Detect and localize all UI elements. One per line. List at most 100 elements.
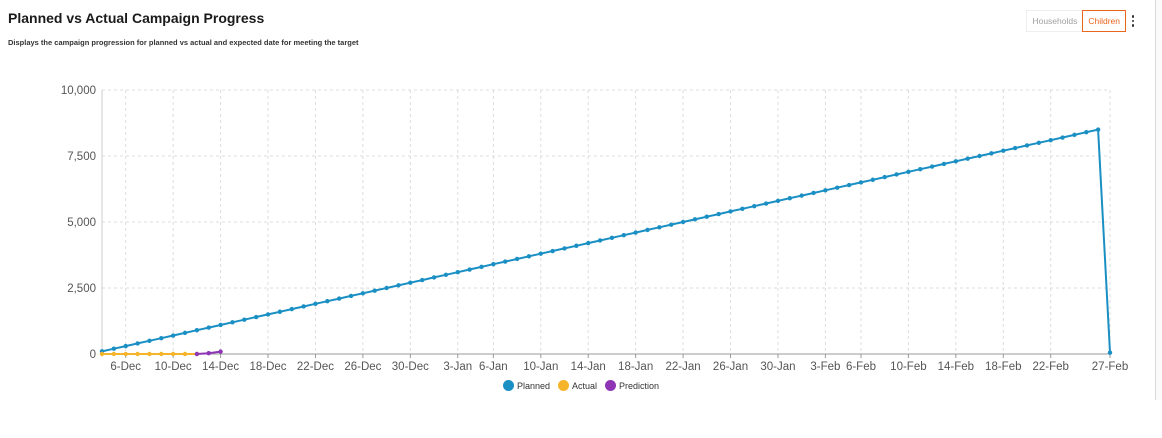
data-point-planned[interactable]: [775, 198, 781, 204]
data-point-planned[interactable]: [882, 174, 887, 180]
data-point-planned[interactable]: [633, 230, 638, 235]
data-point-planned[interactable]: [301, 304, 306, 309]
data-point-planned[interactable]: [953, 159, 959, 164]
data-point-planned[interactable]: [787, 196, 793, 201]
data-point-prediction[interactable]: [206, 351, 211, 356]
data-point-planned[interactable]: [823, 188, 828, 193]
data-point-planned[interactable]: [1036, 140, 1042, 145]
data-point-actual[interactable]: [147, 351, 152, 357]
data-point-prediction[interactable]: [194, 351, 200, 357]
data-point-planned[interactable]: [858, 180, 864, 185]
data-point-actual[interactable]: [159, 351, 164, 357]
data-point-actual[interactable]: [170, 351, 176, 357]
data-point-actual[interactable]: [135, 351, 140, 357]
data-point-planned[interactable]: [906, 169, 911, 175]
data-point-planned[interactable]: [443, 272, 449, 277]
data-point-planned[interactable]: [336, 296, 342, 301]
data-point-planned[interactable]: [1012, 145, 1018, 151]
data-point-planned[interactable]: [977, 153, 982, 159]
data-point-planned[interactable]: [182, 330, 188, 336]
data-point-planned[interactable]: [277, 309, 283, 314]
data-point-planned[interactable]: [431, 275, 437, 280]
data-point-planned[interactable]: [752, 203, 757, 209]
data-point-planned[interactable]: [135, 341, 140, 346]
data-point-planned[interactable]: [159, 335, 164, 341]
data-point-actual[interactable]: [111, 351, 117, 357]
data-point-planned[interactable]: [574, 243, 579, 248]
data-point-planned[interactable]: [918, 167, 923, 172]
data-point-planned[interactable]: [170, 333, 176, 338]
data-point-planned[interactable]: [597, 238, 603, 243]
data-point-prediction[interactable]: [218, 349, 223, 354]
data-point-planned[interactable]: [491, 262, 496, 267]
data-point-planned[interactable]: [562, 246, 567, 251]
data-point-planned[interactable]: [1001, 148, 1006, 153]
data-point-planned[interactable]: [1107, 350, 1113, 355]
data-point-planned[interactable]: [835, 185, 840, 190]
data-point-planned[interactable]: [1072, 132, 1077, 138]
data-point-planned[interactable]: [1048, 137, 1053, 143]
households-toggle-button[interactable]: Households: [1026, 10, 1083, 32]
data-point-planned[interactable]: [218, 322, 223, 328]
data-point-planned[interactable]: [680, 219, 686, 225]
data-point-planned[interactable]: [870, 177, 876, 182]
data-point-planned[interactable]: [929, 164, 935, 169]
data-point-planned[interactable]: [384, 285, 389, 291]
data-point-planned[interactable]: [1060, 135, 1065, 140]
data-point-planned[interactable]: [242, 317, 247, 322]
data-point-planned[interactable]: [455, 269, 460, 275]
legend-item-actual[interactable]: Actual: [557, 380, 597, 391]
data-point-planned[interactable]: [550, 248, 555, 254]
data-point-planned[interactable]: [538, 251, 543, 256]
data-point-planned[interactable]: [123, 343, 128, 349]
data-point-planned[interactable]: [799, 193, 804, 198]
data-point-planned[interactable]: [372, 288, 377, 293]
data-point-planned[interactable]: [479, 264, 484, 270]
data-point-planned[interactable]: [989, 151, 994, 156]
data-point-planned[interactable]: [692, 217, 698, 222]
data-point-actual[interactable]: [99, 351, 105, 357]
data-point-planned[interactable]: [621, 233, 626, 238]
data-point-planned[interactable]: [348, 293, 354, 299]
data-point-planned[interactable]: [1024, 143, 1030, 148]
data-point-planned[interactable]: [396, 283, 401, 288]
data-point-planned[interactable]: [313, 301, 318, 307]
data-point-planned[interactable]: [1084, 130, 1089, 135]
data-point-actual[interactable]: [123, 351, 128, 357]
data-point-planned[interactable]: [408, 280, 413, 285]
data-point-planned[interactable]: [846, 182, 852, 188]
data-point-planned[interactable]: [526, 254, 532, 259]
data-point-planned[interactable]: [609, 235, 615, 241]
data-point-planned[interactable]: [265, 312, 271, 317]
data-point-planned[interactable]: [941, 161, 947, 167]
data-point-planned[interactable]: [111, 346, 117, 351]
data-point-planned[interactable]: [586, 240, 591, 246]
data-point-planned[interactable]: [289, 306, 294, 312]
data-point-planned[interactable]: [965, 156, 970, 161]
data-point-planned[interactable]: [503, 259, 508, 264]
legend-item-prediction[interactable]: Prediction: [605, 380, 659, 391]
data-point-planned[interactable]: [704, 214, 709, 219]
data-point-planned[interactable]: [1095, 127, 1101, 132]
data-point-planned[interactable]: [740, 206, 745, 211]
data-point-actual[interactable]: [182, 351, 188, 357]
data-point-planned[interactable]: [360, 291, 366, 296]
data-point-planned[interactable]: [467, 267, 472, 272]
data-point-planned[interactable]: [763, 201, 769, 206]
data-point-planned[interactable]: [645, 227, 650, 233]
data-point-planned[interactable]: [419, 277, 425, 283]
data-point-planned[interactable]: [657, 225, 662, 230]
data-point-planned[interactable]: [253, 314, 259, 320]
data-point-planned[interactable]: [669, 222, 674, 227]
data-point-planned[interactable]: [206, 325, 211, 330]
legend-item-planned[interactable]: Planned: [502, 380, 550, 391]
data-point-planned[interactable]: [194, 328, 200, 333]
more-vertical-icon[interactable]: [1126, 10, 1140, 32]
data-point-planned[interactable]: [514, 256, 520, 262]
data-point-planned[interactable]: [894, 172, 899, 177]
data-point-planned[interactable]: [325, 299, 330, 304]
data-point-planned[interactable]: [230, 320, 235, 325]
data-point-planned[interactable]: [147, 338, 152, 343]
data-point-planned[interactable]: [811, 190, 816, 196]
data-point-planned[interactable]: [728, 209, 733, 214]
